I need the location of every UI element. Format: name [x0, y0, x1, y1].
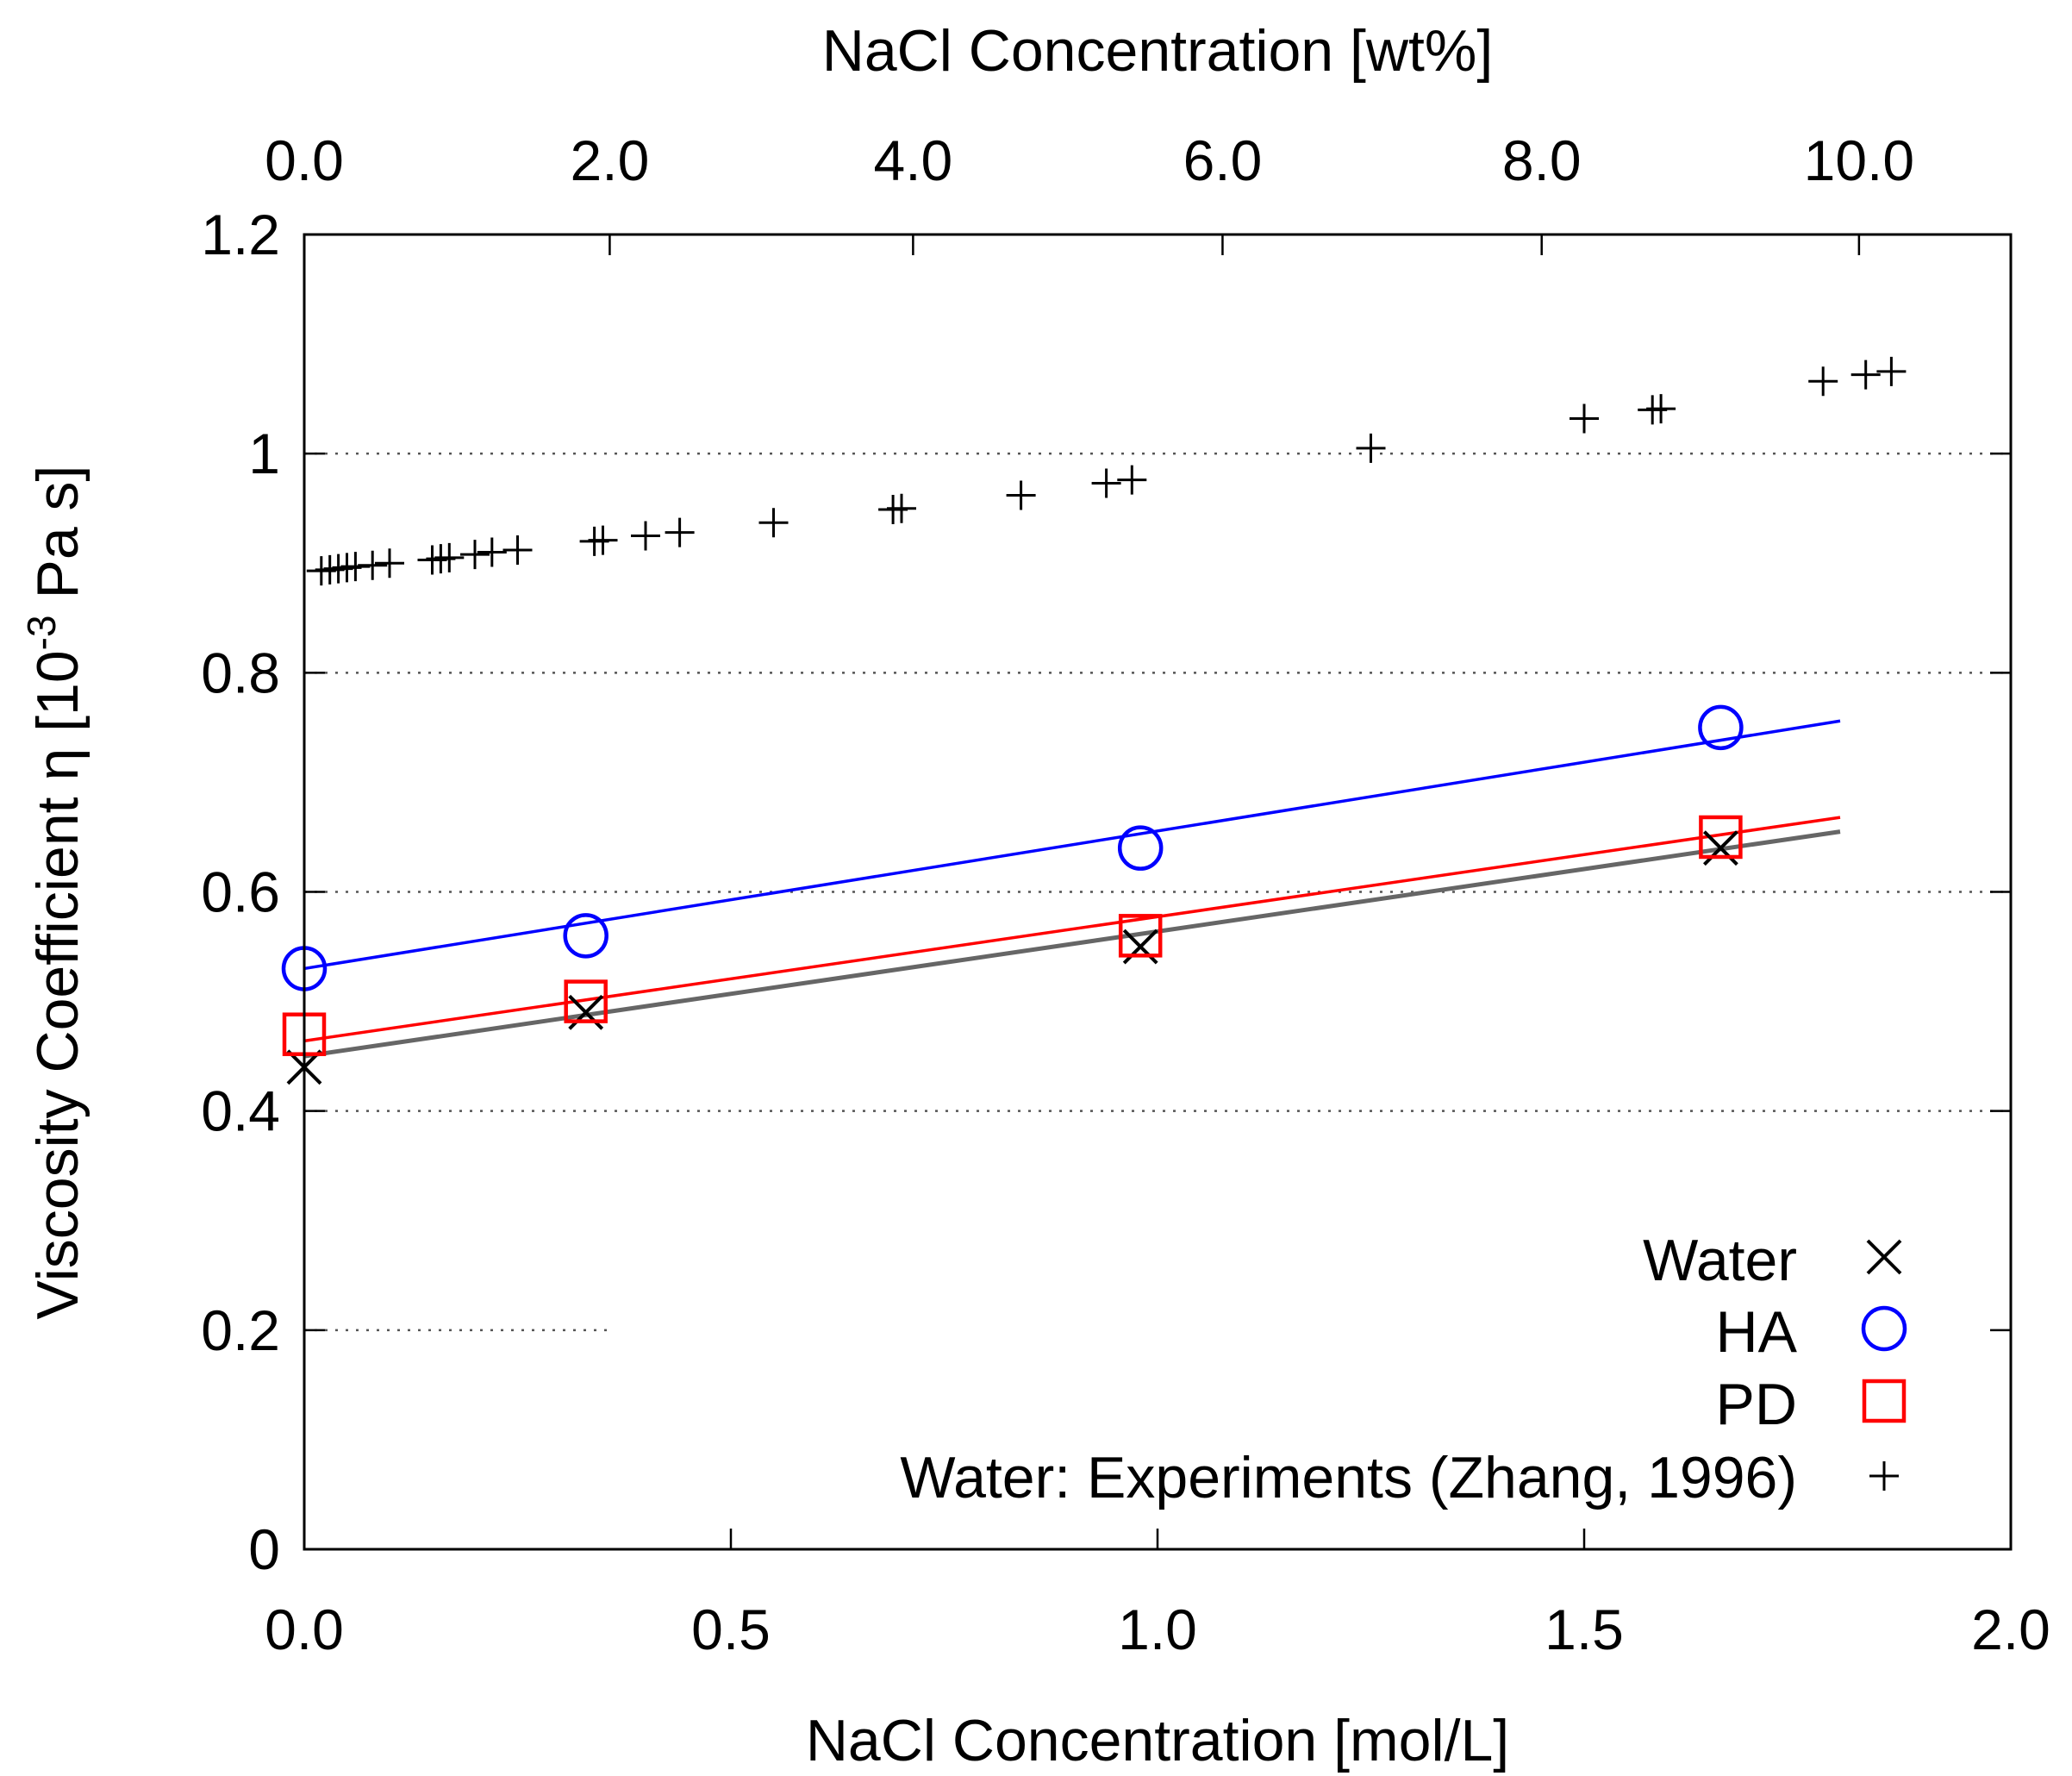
data-point-water [1702, 830, 1738, 866]
x2-tick-label: 10.0 [1804, 128, 1914, 192]
x2-tick-label: 6.0 [1183, 128, 1263, 192]
data-point-experiment [1646, 394, 1676, 424]
x-tick-label: 0.5 [691, 1598, 771, 1661]
x2-tick-label: 8.0 [1502, 128, 1582, 192]
data-point-ha [563, 913, 608, 959]
data-point-experiment [477, 537, 507, 567]
data-point-experiment [588, 525, 618, 555]
legend-label-experiments: Water: Experiments (Zhang, 1996) [900, 1445, 1797, 1510]
x-axis-title: NaCl Concentration [mol/L] [806, 1708, 1509, 1773]
data-point-experiment [1850, 360, 1881, 390]
y-tick-label: 1 [248, 422, 280, 485]
data-point-experiment [631, 521, 660, 551]
x-tick-label: 1.0 [1118, 1598, 1197, 1661]
y-axis-title: Viscosity Coefficient η [10-3 Pa s] [19, 466, 90, 1320]
legend: Water HA PD Water: Experiments (Zhang, 1… [900, 1228, 1907, 1510]
data-point-experiment [1006, 480, 1036, 510]
tick-labels: 0 0.2 0.4 0.6 0.8 1 1.2 0.0 0.5 1.0 1.5 2.0 0.0 2.0 4.… [201, 128, 2050, 1661]
data-point-ha [1698, 704, 1744, 751]
data-point-water [1122, 929, 1158, 965]
fit-lines [303, 719, 1841, 1059]
axis-ticks [303, 233, 2013, 1551]
data-point-experiment [358, 550, 388, 580]
legend-label-ha: HA [1716, 1299, 1798, 1365]
data-point-experiment [1570, 403, 1599, 434]
data-point-experiment [887, 493, 916, 523]
y-axis-title-main: Viscosity Coefficient η [10 [25, 650, 90, 1319]
data-point-pd [564, 979, 608, 1023]
data-point-experiment [1091, 468, 1121, 498]
legend-marker-experiments [1869, 1461, 1899, 1491]
data-point-water [568, 994, 604, 1030]
legend-label-water: Water [1643, 1228, 1797, 1293]
data-point-experiment [460, 540, 490, 570]
data-point-experiment [1808, 366, 1838, 397]
fit-line-ha [303, 719, 1841, 971]
legend-marker-ha [1861, 1305, 1907, 1352]
data-point-pd [1699, 815, 1743, 860]
y-tick-label: 0 [248, 1517, 280, 1581]
fit-line-pd [303, 816, 1841, 1043]
data-point-ha [1117, 825, 1164, 871]
y-tick-label: 0.4 [201, 1079, 280, 1143]
data-point-experiment [502, 535, 533, 565]
grid-layer [304, 452, 2011, 1332]
x2-tick-label: 4.0 [873, 128, 952, 192]
data-point-experiment [1876, 356, 1907, 386]
y-tick-label: 0.6 [201, 860, 280, 924]
data-point-pd [1118, 914, 1163, 958]
legend-marker-pd [1862, 1379, 1907, 1423]
y-tick-label: 0.2 [201, 1298, 280, 1362]
data-point-experiment [434, 542, 465, 572]
y-tick-label: 0.8 [201, 641, 280, 704]
data-point-experiment [665, 517, 695, 547]
x2-tick-label: 0.0 [265, 128, 344, 192]
x-tick-label: 2.0 [1971, 1598, 2050, 1661]
data-point-experiment [1356, 433, 1386, 463]
data-point-experiment [758, 508, 789, 538]
x-tick-label: 1.5 [1545, 1598, 1624, 1661]
y-axis-title-exponent: -3 [19, 615, 64, 650]
data-point-experiment [375, 548, 404, 578]
y-axis-title-suffix: Pa s] [25, 466, 90, 616]
y-tick-label: 1.2 [201, 203, 280, 266]
data-point-experiment [1117, 465, 1147, 495]
legend-label-pd: PD [1716, 1372, 1797, 1437]
x2-axis-title: NaCl Concentration [wt%] [822, 18, 1494, 84]
legend-marker-water [1866, 1239, 1902, 1275]
data-markers [281, 356, 1907, 1085]
x2-tick-label: 2.0 [571, 128, 650, 192]
x-tick-label: 0.0 [265, 1598, 344, 1661]
fit-line-water [303, 829, 1841, 1059]
